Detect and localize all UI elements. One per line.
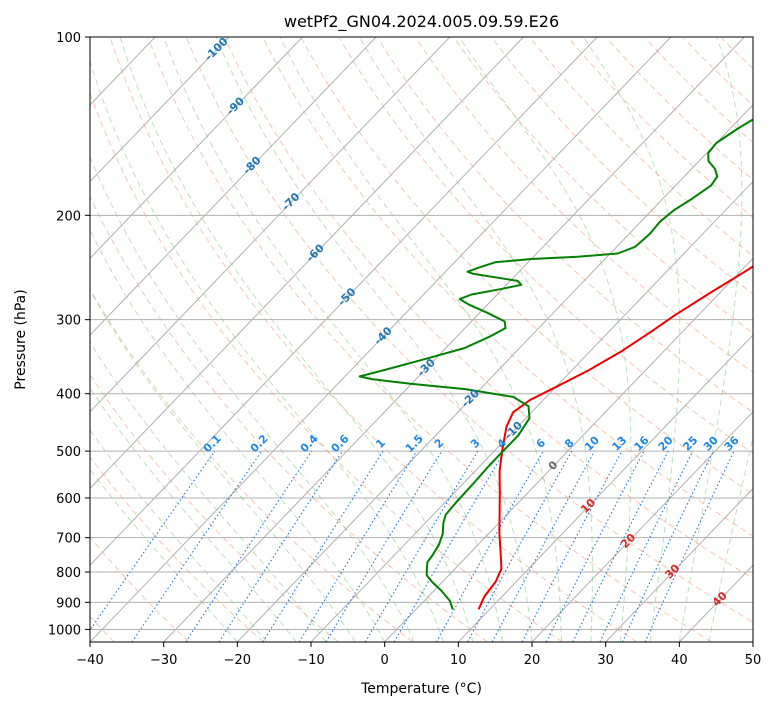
isotherm-gridline [163, 37, 745, 642]
mixing-ratio-line [325, 450, 443, 642]
mixing-ratio-line [185, 450, 313, 642]
isotherm-gridline [90, 37, 451, 413]
isotherm-gridline [605, 487, 753, 642]
dry-adiabat [262, 38, 753, 537]
dry-adiabat [568, 38, 753, 219]
dry-adiabat [530, 38, 753, 257]
isotherm-gridline [90, 37, 672, 642]
isotherm-gridline [90, 37, 524, 490]
dry-adiabat [90, 91, 563, 642]
x-tick-label: 10 [450, 653, 467, 668]
y-axis-ticks: 100 200 300 400 500 600 700 800 900 1000 [48, 31, 90, 638]
mixing-ratio-line [467, 450, 573, 642]
x-tick-label: −40 [76, 653, 103, 668]
mixing-ratio-line [435, 450, 544, 642]
isotherm-gridline [236, 104, 753, 642]
y-axis-label: Pressure (hPa) [13, 289, 29, 389]
moist-adiabat [90, 429, 268, 642]
y-tick-label: 400 [56, 388, 81, 403]
dry-adiabat [90, 456, 264, 642]
y-tick-label: 300 [56, 314, 81, 329]
y-tick-label: 200 [56, 209, 81, 224]
moist-adiabat [90, 387, 297, 642]
dry-adiabat-lines [90, 38, 753, 642]
isotherm-gridline [90, 37, 303, 260]
moist-adiabat [119, 37, 474, 642]
x-tick-label: −30 [150, 653, 177, 668]
dry-adiabat [339, 38, 753, 454]
mixing-ratio-line [491, 450, 595, 642]
moist-adiabat [90, 289, 356, 642]
dry-adiabat [90, 287, 414, 642]
mixing-ratio-line [90, 450, 216, 632]
chart-title: wetPf2_GN04.2024.005.09.59.E26 [284, 12, 559, 32]
x-tick-label: −10 [297, 653, 324, 668]
y-tick-label: 700 [56, 532, 81, 547]
isotherm-gridline [457, 334, 753, 642]
mixing-ratio-line [131, 450, 263, 642]
isotherm-gridline [90, 37, 598, 566]
moist-adiabat [358, 37, 593, 642]
moist-adiabat [458, 37, 632, 642]
dry-adiabat [301, 38, 753, 495]
dry-adiabat [186, 38, 753, 623]
plot-area: 0.1 0.2 0.4 0.6 1 1.5 2 3 4 6 8 10 13 16 20 25 30 36 -100… [90, 37, 753, 642]
isotherm-gridline [90, 37, 377, 336]
isobar-gridlines [90, 37, 753, 630]
plot-frame [89, 36, 754, 643]
dry-adiabat [148, 38, 712, 642]
mixing-ratio-line [218, 450, 343, 642]
x-tick-label: −20 [224, 653, 251, 668]
moist-adiabat [215, 37, 533, 642]
series-line-1 [477, 265, 753, 610]
x-axis-ticks: −40 −30 −20 −10 0 10 20 30 40 50 [76, 642, 761, 668]
mixing-ratio-lines [90, 450, 735, 642]
y-tick-label: 900 [56, 596, 81, 611]
mixing-ratio-line [572, 450, 669, 642]
dry-adiabat [415, 38, 753, 373]
mixing-ratio-line [298, 450, 418, 642]
moist-adiabat [279, 37, 562, 642]
dry-adiabat [224, 38, 753, 580]
x-tick-label: 30 [597, 653, 614, 668]
y-tick-label: 500 [56, 445, 81, 460]
moist-adiabat [678, 37, 743, 642]
isotherm-gridline [531, 411, 753, 642]
x-tick-label: 50 [745, 653, 762, 668]
isotherm-gridline [384, 257, 753, 642]
moist-adiabat [90, 59, 445, 642]
moist-adiabat [583, 37, 681, 642]
y-tick-label: 600 [56, 492, 81, 507]
y-tick-label: 800 [56, 566, 81, 581]
x-axis-label: Temperature (°C) [360, 681, 482, 697]
moist-adiabat [90, 341, 327, 642]
mixing-ratio-line [545, 450, 645, 642]
x-tick-label: 40 [671, 653, 688, 668]
x-tick-label: 0 [381, 653, 389, 668]
isotherm-gridline [90, 37, 230, 183]
mixing-ratio-line [262, 450, 384, 642]
isotherm-gridline [310, 180, 753, 642]
moist-adiabat [90, 229, 386, 642]
x-tick-label: 20 [524, 653, 541, 668]
isotherm-lines [90, 37, 753, 642]
y-tick-label: 100 [56, 31, 81, 46]
y-tick-label: 1000 [48, 623, 81, 638]
dry-adiabat [90, 195, 488, 642]
series-line-2 [358, 118, 753, 610]
dry-adiabat [110, 38, 638, 642]
moist-adiabat [163, 37, 503, 642]
moist-adiabat [90, 468, 238, 642]
profile-series [358, 118, 753, 610]
